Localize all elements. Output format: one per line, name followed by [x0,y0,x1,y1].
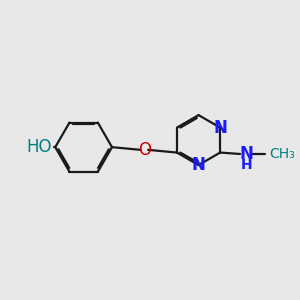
Text: CH₃: CH₃ [269,147,295,161]
Text: H: H [241,158,252,172]
Text: N: N [213,118,227,136]
Text: HO: HO [26,138,52,156]
Text: O: O [138,141,151,159]
Text: N: N [192,156,206,174]
Text: N: N [239,145,253,163]
